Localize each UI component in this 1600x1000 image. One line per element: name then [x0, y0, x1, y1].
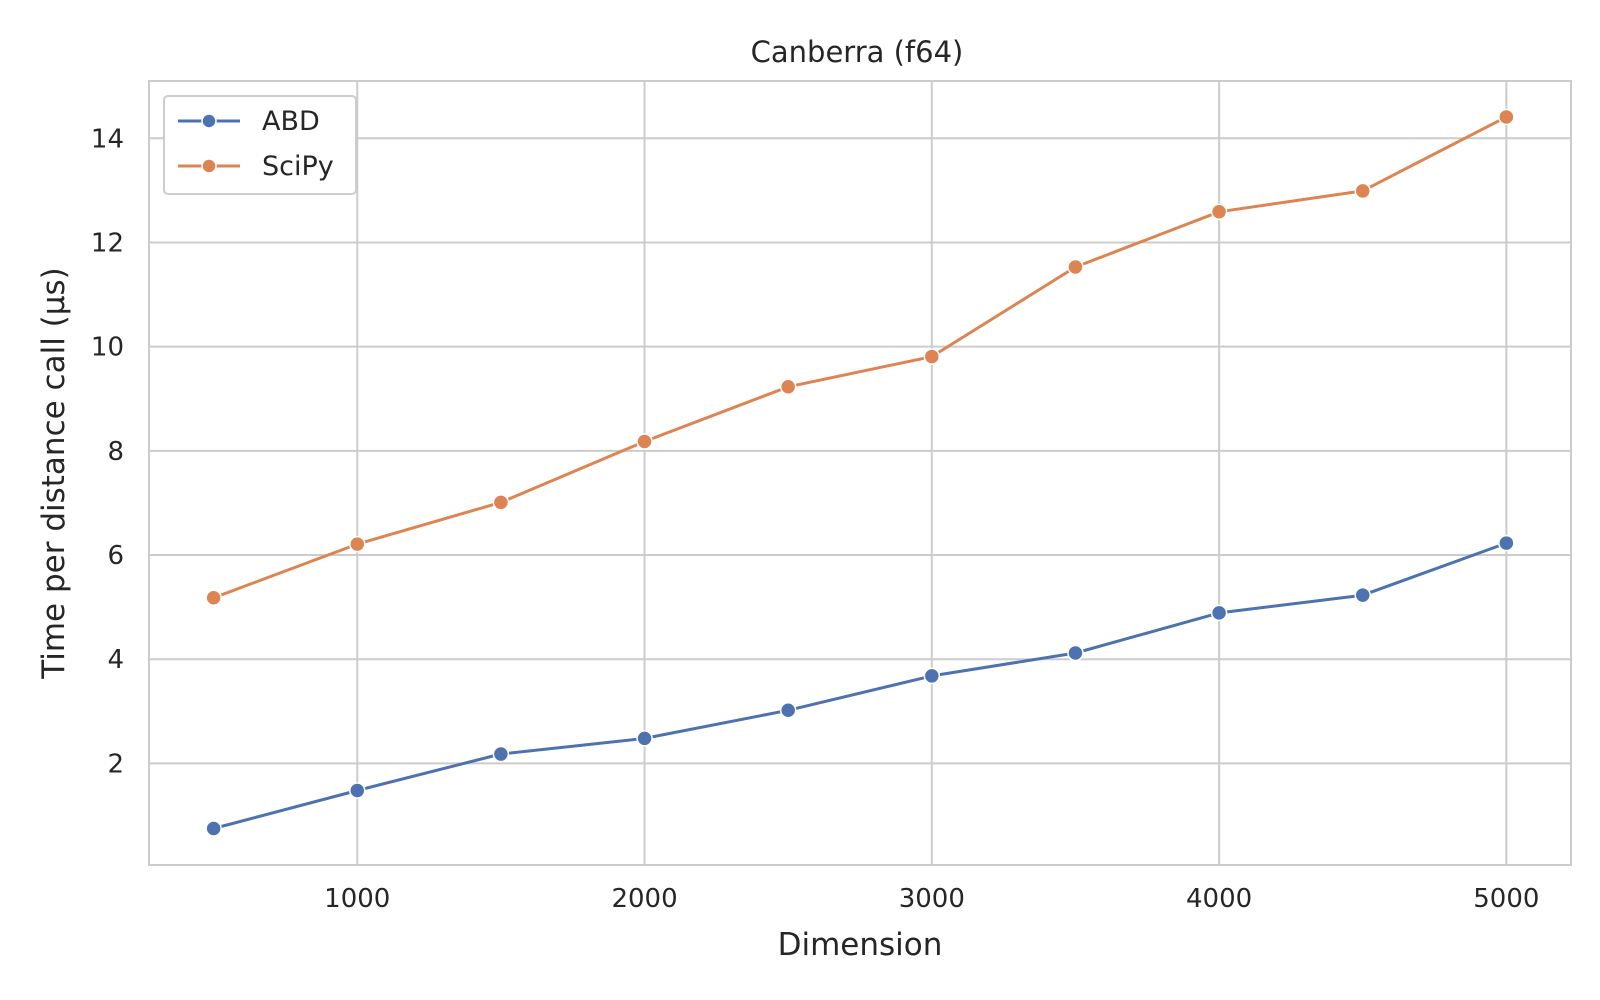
x-tick-label: 4000: [1186, 884, 1252, 914]
series-line-scipy: [212, 115, 1508, 600]
x-tick-label: 1000: [324, 884, 390, 914]
y-axis-label: Time per distance call (µs): [36, 267, 72, 679]
data-point-abd: [636, 730, 653, 747]
data-point-scipy: [349, 535, 366, 553]
plot-frame: [148, 80, 1572, 866]
data-point-abd: [205, 820, 222, 837]
tick-labels: 1000 2000 3000 4000 5000 2 4 6 8 10 12 14: [91, 124, 1540, 914]
data-point-scipy: [1354, 182, 1371, 200]
series-abd: [205, 534, 1515, 837]
y-tick-label: 8: [107, 437, 124, 467]
y-tick-label: 10: [91, 333, 124, 363]
data-point-abd: [1498, 534, 1515, 552]
data-point-abd: [492, 745, 510, 763]
data-point-scipy: [1498, 108, 1515, 126]
data-point-scipy: [1067, 258, 1084, 276]
chart-title: Canberra (f64): [751, 35, 964, 69]
data-point-scipy: [1210, 203, 1228, 221]
legend-item-scipy: SciPy: [178, 151, 334, 182]
data-point-abd: [349, 782, 366, 799]
y-tick-label: 6: [107, 541, 124, 571]
y-tick-label: 12: [91, 228, 124, 258]
x-tick-label: 2000: [611, 884, 677, 914]
data-point-abd: [1067, 644, 1084, 662]
x-tick-label: 3000: [899, 884, 965, 914]
series-line-abd: [212, 541, 1508, 830]
data-point-abd: [779, 702, 797, 719]
legend-swatch-marker: [201, 158, 217, 174]
legend-swatch-marker: [201, 113, 217, 129]
data-point-abd: [923, 667, 941, 685]
y-tick-label: 4: [107, 645, 124, 675]
legend: ABD SciPy: [163, 95, 357, 195]
x-tick-label: 5000: [1473, 884, 1539, 914]
legend-label: ABD: [262, 106, 320, 137]
data-point-abd: [1210, 604, 1228, 622]
series-layer: [205, 108, 1515, 837]
y-tick-label: 14: [91, 124, 124, 154]
legend-item-abd: ABD: [178, 106, 320, 137]
gridlines: [149, 81, 1571, 865]
x-axis-label: Dimension: [778, 927, 943, 963]
data-point-scipy: [492, 494, 510, 511]
data-point-abd: [1354, 586, 1371, 604]
data-point-scipy: [779, 378, 797, 396]
series-scipy: [205, 108, 1515, 607]
data-point-scipy: [923, 348, 941, 365]
y-tick-label: 2: [107, 749, 124, 779]
data-point-scipy: [636, 433, 653, 450]
data-point-scipy: [205, 589, 222, 607]
legend-label: SciPy: [262, 151, 334, 182]
